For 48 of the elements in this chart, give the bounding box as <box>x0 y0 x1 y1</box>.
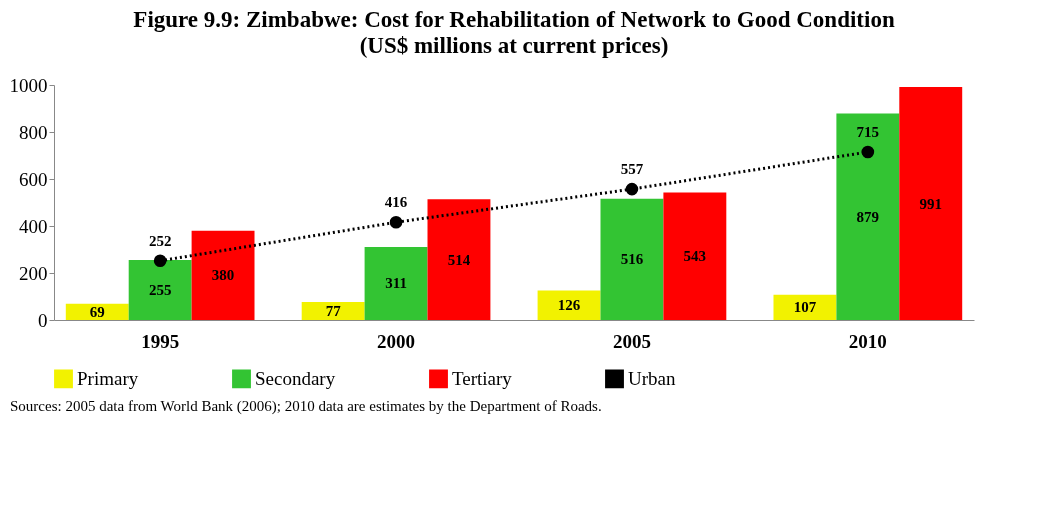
data-label: 557 <box>620 161 644 178</box>
point <box>625 182 639 196</box>
legend-label: Secondary <box>255 367 336 389</box>
legend-label: Urban <box>628 367 676 389</box>
data-label: 514 <box>447 251 471 268</box>
data-label: 69 <box>89 303 105 320</box>
bar <box>191 230 255 320</box>
data-label: 516 <box>620 251 644 268</box>
source-note: Sources: 2005 data from World Bank (2006); 2010 data are estimates by the Department of Roads. <box>10 398 603 415</box>
chart-title: Figure 9.9: Zimbabwe: Cost for Rehabilitation of Network to Good Condition <box>133 7 895 32</box>
data-label: 255 <box>148 282 172 299</box>
legend-label: Primary <box>77 367 139 389</box>
y-tick-label: 400 <box>19 215 48 237</box>
y-tick-label: 200 <box>19 262 48 284</box>
bar <box>773 294 837 320</box>
bar <box>537 290 601 320</box>
data-label: 416 <box>384 194 408 211</box>
data-label: 126 <box>557 297 581 314</box>
bar <box>836 113 900 320</box>
x-tick-label: 2000 <box>377 330 416 352</box>
point <box>153 254 167 268</box>
x-tick-label: 2005 <box>612 330 651 352</box>
data-label: 991 <box>919 195 942 212</box>
data-label: 879 <box>856 208 880 225</box>
legend-label: Tertiary <box>452 367 513 389</box>
bar <box>899 87 963 320</box>
data-label: 107 <box>793 299 817 316</box>
data-label: 543 <box>683 248 707 265</box>
bar <box>600 198 664 320</box>
point <box>861 145 875 159</box>
y-tick-label: 600 <box>19 168 48 190</box>
bar <box>427 199 491 320</box>
bar <box>364 246 428 320</box>
bar <box>128 260 192 320</box>
data-label: 311 <box>385 275 407 292</box>
y-tick-label: 1000 <box>9 74 48 96</box>
data-label: 380 <box>211 267 235 284</box>
data-label: 77 <box>325 302 342 319</box>
data-label: 252 <box>148 232 172 249</box>
y-tick-label: 0 <box>38 309 48 331</box>
point <box>389 215 403 229</box>
bar <box>663 192 727 320</box>
y-tick-label: 800 <box>19 121 48 143</box>
chart-subtitle: (US$ millions at current prices) <box>359 33 669 58</box>
x-tick-label: 1995 <box>141 330 180 352</box>
x-tick-label: 2010 <box>848 330 887 352</box>
data-label: 715 <box>856 123 880 140</box>
bar <box>301 301 365 320</box>
